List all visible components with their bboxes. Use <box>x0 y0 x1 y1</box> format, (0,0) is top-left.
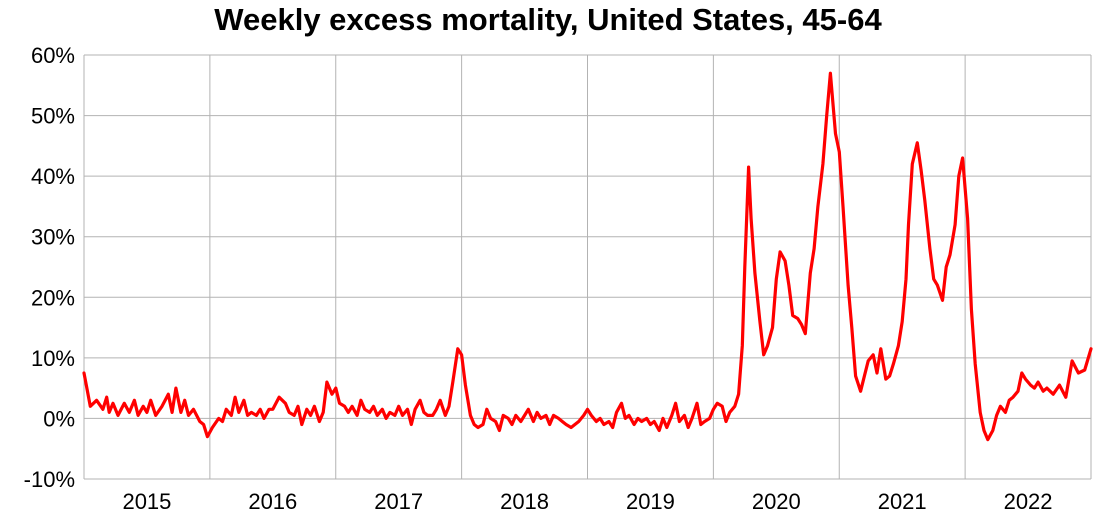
y-tick-label: 30% <box>31 225 75 250</box>
y-tick-label: -10% <box>24 467 75 492</box>
x-tick-label: 2020 <box>752 489 801 514</box>
y-tick-label: 50% <box>31 104 75 129</box>
y-tick-label: 10% <box>31 346 75 371</box>
y-tick-label: 20% <box>31 285 75 310</box>
x-tick-label: 2019 <box>626 489 675 514</box>
y-tick-label: 0% <box>43 406 75 431</box>
x-tick-label: 2018 <box>500 489 549 514</box>
y-tick-label: 40% <box>31 164 75 189</box>
x-tick-label: 2022 <box>1004 489 1053 514</box>
x-tick-label: 2021 <box>878 489 927 514</box>
x-axis-tick-labels: 2015 2016 2017 2018 2019 2020 2021 2022 <box>122 489 1052 514</box>
chart-title: Weekly excess mortality, United States, … <box>214 2 882 37</box>
x-tick-label: 2017 <box>374 489 423 514</box>
y-axis-tick-labels: 60% 50% 40% 30% 20% 10% 0% -10% <box>24 43 75 492</box>
x-tick-label: 2016 <box>248 489 297 514</box>
x-tick-label: 2015 <box>122 489 171 514</box>
y-tick-label: 60% <box>31 43 75 68</box>
excess-mortality-line <box>82 71 1093 442</box>
grid-lines <box>83 54 1092 480</box>
